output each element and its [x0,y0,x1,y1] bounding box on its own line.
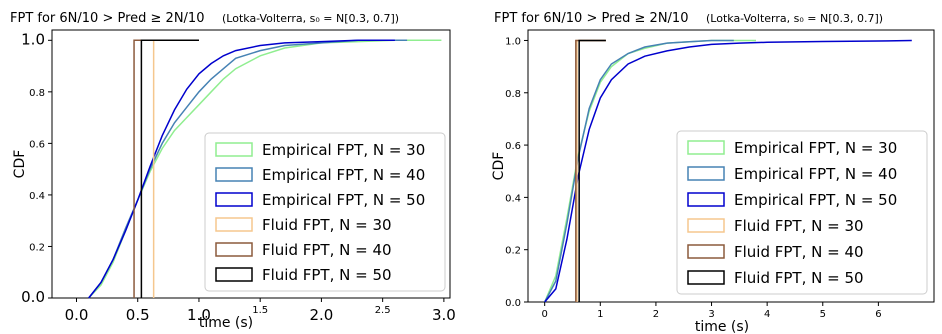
right-legend-fluid-fpt-n-40-swatch [687,244,725,259]
left-legend-fluid-fpt-n-30-swatch [215,217,253,232]
left-x-axis-label: time (s) [199,315,253,331]
left-y-tick-label-0-4: 0.4 [29,191,45,202]
right-chart-title-main: FPT for 6N/10 > Pred ≥ 2N/10 [494,11,688,26]
left-x-tick-label-3-0: 3.0 [432,306,456,324]
left-series-fluid-fpt-n-40-step [133,39,199,298]
right-legend-empirical-fpt-n-40-label: Empirical FPT, N = 40 [734,165,897,183]
right-x-tick-label-3: 3 [708,309,714,320]
right-legend-empirical-fpt-n-30-swatch [687,140,725,155]
right-y-ticks: 0.0 0.2 0.4 0.6 0.8 1.0 [505,36,528,309]
left-y-axis-label: CDF [12,150,28,179]
right-legend-fluid-fpt-n-50-swatch [687,270,725,285]
right-chart-title-note: (Lotka-Volterra, s₀ = N[0.3, 0.7]) [706,12,883,25]
left-legend-entries: Empirical FPT, N = 30 Empirical FPT, N = … [215,141,425,284]
right-series-empirical-fpt-n-40-line [544,39,734,303]
left-legend-box [204,132,446,292]
left-legend-empirical-fpt-n-40-swatch [215,167,253,182]
right-y-tick-label-0-2: 0.2 [505,246,521,257]
left-series-layer [88,39,442,299]
right-x-tick-label-4: 4 [764,309,770,320]
left-x-tick-label-1-5: 1.5 [252,305,268,316]
left-y-tick-label-0-8: 0.8 [29,88,45,99]
left-legend-fluid-fpt-n-40-label: Fluid FPT, N = 40 [262,241,392,259]
left-chart-title-main: FPT for 6N/10 > Pred ≥ 2N/10 [10,11,204,26]
left-legend-empirical-fpt-n-50-label: Empirical FPT, N = 50 [262,191,425,209]
left-chart-title-note: (Lotka-Volterra, s₀ = N[0.3, 0.7]) [222,12,399,25]
left-legend-fluid-fpt-n-50-label: Fluid FPT, N = 50 [262,266,392,284]
right-x-tick-label-0: 0 [541,309,547,320]
right-legend-entries: Empirical FPT, N = 30 Empirical FPT, N = … [687,139,897,287]
right-x-ticks: 0 1 2 3 4 5 6 [541,302,882,320]
left-series-empirical-fpt-n-40-line [88,39,408,299]
right-legend-empirical-fpt-n-40-swatch [687,166,725,181]
left-x-tick-label-2-0: 2.0 [309,306,333,324]
right-series-fluid-fpt-n-50-step [578,39,606,302]
left-plot-frame [51,29,451,299]
right-legend-empirical-fpt-n-50-label: Empirical FPT, N = 50 [734,191,897,209]
left-x-tick-label-1-0: 1.0 [187,306,211,324]
right-y-tick-label-0-0: 0.0 [505,298,521,309]
right-x-tick-label-1: 1 [597,309,603,320]
left-y-tick-label-0-6: 0.6 [29,139,45,150]
right-y-tick-label-0-4: 0.4 [505,193,521,204]
left-y-tick-label-1-0: 1.0 [21,30,45,48]
right-x-axis-label: time (s) [695,319,749,334]
right-legend: Empirical FPT, N = 30 Empirical FPT, N = … [676,130,928,295]
right-x-tick-label-5: 5 [820,309,826,320]
left-x-tick-label-0-5: 0.5 [126,306,150,324]
left-y-ticks: 0.0 1.0 0.2 0.4 0.6 0.8 [21,30,52,306]
left-legend-empirical-fpt-n-30-swatch [215,142,253,157]
left-series-fluid-fpt-n-50-step [140,39,199,298]
right-plot-frame [527,29,935,303]
left-y-tick-label-0-2: 0.2 [29,242,45,253]
left-x-tick-label-0-0: 0.0 [65,306,89,324]
left-legend-fluid-fpt-n-40-swatch [215,242,253,257]
left-legend-empirical-fpt-n-50-swatch [215,192,253,207]
right-series-layer [544,39,912,303]
left-legend-empirical-fpt-n-40-label: Empirical FPT, N = 40 [262,166,425,184]
right-legend-fluid-fpt-n-30-label: Fluid FPT, N = 30 [734,217,864,235]
left-series-fluid-fpt-n-30-step [152,39,199,298]
right-panel: FPT for 6N/10 > Pred ≥ 2N/10 (Lotka-Volt… [491,11,935,334]
left-x-tick-label-2-5: 2.5 [375,305,391,316]
left-y-tick-label-0-0: 0.0 [21,288,45,306]
right-legend-empirical-fpt-n-50-swatch [687,192,725,207]
right-legend-empirical-fpt-n-30-label: Empirical FPT, N = 30 [734,139,897,157]
right-legend-fluid-fpt-n-50-label: Fluid FPT, N = 50 [734,269,864,287]
right-legend-box [676,130,928,295]
right-y-tick-label-0-6: 0.6 [505,141,521,152]
right-y-tick-label-1-0: 1.0 [505,36,521,47]
right-y-axis-label: CDF [491,152,507,181]
right-y-tick-label-0-8: 0.8 [505,89,521,100]
left-legend-fluid-fpt-n-50-swatch [215,267,253,282]
left-series-empirical-fpt-n-50-line [88,39,395,299]
left-x-ticks: 0.0 0.5 1.0 2.0 3.0 1.5 2.5 [65,298,456,324]
right-series-empirical-fpt-n-50-line [544,39,912,303]
left-legend-fluid-fpt-n-30-label: Fluid FPT, N = 30 [262,216,392,234]
left-panel: FPT for 6N/10 > Pred ≥ 2N/10 (Lotka-Volt… [10,11,456,331]
left-legend-empirical-fpt-n-30-label: Empirical FPT, N = 30 [262,141,425,159]
right-x-tick-label-6: 6 [875,309,881,320]
right-x-tick-label-2: 2 [653,309,659,320]
left-legend: Empirical FPT, N = 30 Empirical FPT, N = … [204,132,446,292]
right-legend-fluid-fpt-n-40-label: Fluid FPT, N = 40 [734,243,864,261]
right-legend-fluid-fpt-n-30-swatch [687,218,725,233]
